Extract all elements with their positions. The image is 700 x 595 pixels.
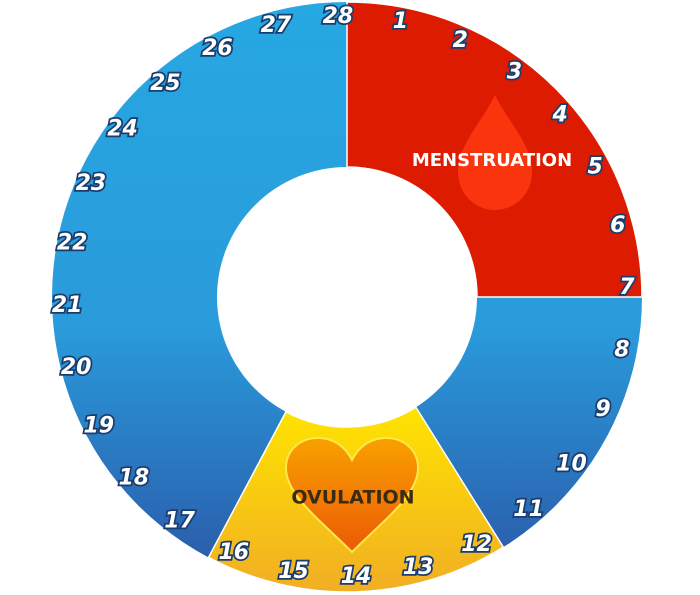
day-label: 22 [57,231,88,256]
center-hole [217,167,477,427]
day-label: 14 [341,564,372,589]
day-label: 12 [461,532,492,557]
day-label: 25 [150,71,181,96]
day-label: 9 [595,397,610,422]
day-label: 16 [218,540,249,565]
day-label: 28 [323,4,354,29]
day-label: 3 [507,60,522,85]
phase-label: MENSTRUATION [412,150,572,171]
day-label: 10 [556,451,587,476]
day-label: 23 [76,171,107,196]
day-label: 21 [52,293,83,318]
day-label: 6 [610,213,625,238]
day-label: 17 [164,508,195,533]
day-label: 11 [513,497,544,522]
day-label: 20 [61,355,92,380]
phase-label: OVULATION [291,487,414,509]
heart-icon [284,436,420,554]
day-labels: 1234567891011121314151617181920212223242… [50,2,637,590]
drop-icon [458,95,532,210]
day-label: 15 [278,559,309,584]
day-label: 4 [551,102,567,127]
day-label: 2 [453,28,468,53]
day-label: 26 [202,36,233,61]
day-label: 19 [83,414,114,439]
day-label: 7 [619,275,635,300]
day-label: 13 [403,555,434,580]
day-label: 27 [261,13,292,38]
day-label: 24 [107,117,138,142]
day-label: 1 [393,9,408,34]
day-label: 8 [614,337,629,362]
day-label: 18 [119,466,150,491]
day-label: 5 [588,154,603,179]
